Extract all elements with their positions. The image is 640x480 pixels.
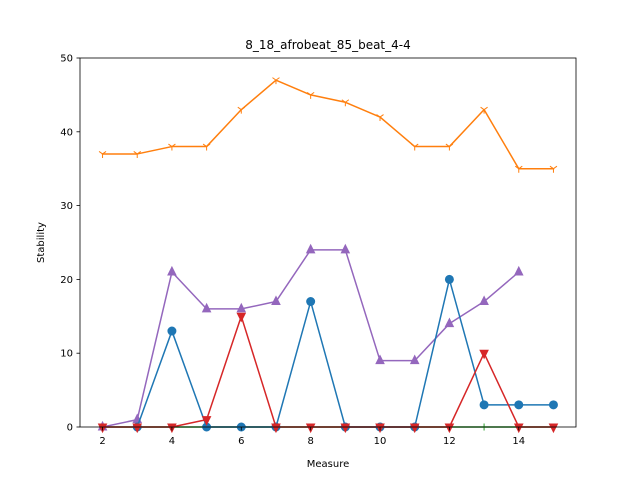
data-point — [168, 143, 176, 151]
data-point — [479, 295, 489, 306]
x-tick-label: 10 — [374, 436, 387, 447]
x-tick-label: 8 — [307, 436, 313, 447]
plot-area-background — [80, 58, 576, 427]
data-point — [445, 143, 454, 151]
data-point — [376, 114, 384, 122]
data-point — [479, 400, 489, 410]
x-tick-label: 2 — [99, 436, 105, 447]
series-1 — [98, 77, 558, 173]
data-point — [305, 243, 316, 254]
y-tick-label: 10 — [60, 349, 73, 360]
series-line — [101, 79, 555, 170]
chart-title: 8_18_afrobeat_85_beat_4-4 — [245, 38, 410, 52]
data-point — [549, 165, 558, 173]
data-point — [236, 312, 247, 323]
data-point — [167, 326, 177, 336]
data-point — [514, 400, 524, 410]
data-point — [548, 423, 559, 434]
y-tick-label: 20 — [60, 275, 73, 286]
data-point — [306, 297, 316, 307]
x-tick-label: 4 — [169, 436, 175, 447]
y-tick-label: 40 — [60, 127, 73, 138]
data-point — [271, 295, 281, 306]
data-point — [201, 416, 212, 426]
y-tick-label: 30 — [60, 201, 73, 212]
y-tick-label: 50 — [60, 54, 73, 65]
axes-layer: 2 4 6 8 10 12 14 0 10 20 30 40 50 — [60, 54, 577, 447]
data-point — [272, 77, 280, 85]
x-tick-label: 6 — [238, 436, 244, 447]
data-point — [444, 317, 455, 328]
y-tick-label: 0 — [67, 423, 73, 434]
data-point — [132, 423, 143, 434]
data-point — [340, 423, 351, 434]
data-point — [236, 302, 247, 313]
x-tick-label: 12 — [443, 436, 456, 447]
data-point — [237, 106, 246, 114]
data-point — [513, 265, 524, 276]
data-point — [98, 151, 107, 158]
y-axis-label: Stability — [36, 222, 47, 263]
data-point — [202, 143, 211, 151]
data-point — [271, 423, 281, 434]
data-point — [201, 302, 212, 313]
data-point — [306, 91, 315, 99]
plot-frame — [79, 57, 577, 428]
data-point — [480, 106, 488, 114]
data-point — [340, 243, 351, 254]
x-axis-label: Measure — [307, 459, 350, 470]
data-point — [479, 349, 489, 360]
data-point — [133, 151, 142, 158]
data-point — [548, 400, 558, 410]
data-point — [375, 354, 385, 365]
data-point — [514, 165, 523, 173]
data-point — [167, 265, 177, 276]
data-point — [410, 143, 419, 151]
data-point — [444, 274, 454, 284]
x-tick-label: 14 — [512, 436, 525, 447]
data-point — [341, 99, 350, 107]
data-point — [409, 354, 420, 365]
data-point — [409, 423, 420, 434]
